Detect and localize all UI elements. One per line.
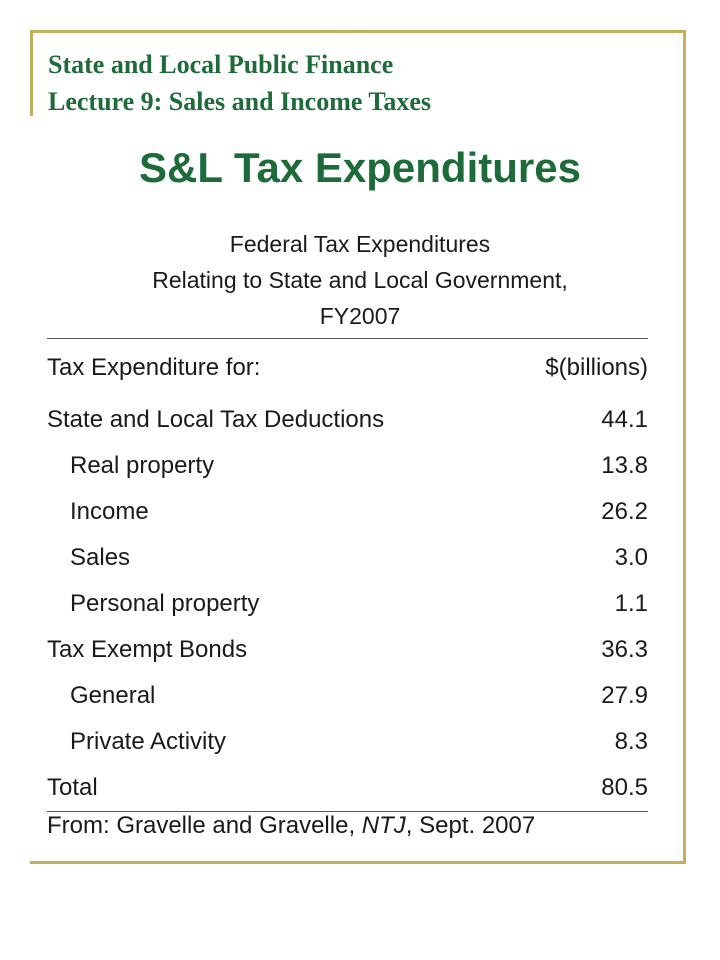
row-label: Income: [70, 498, 149, 525]
row-value: 1.1: [614, 590, 648, 617]
row-value: 80.5: [507, 765, 648, 812]
row-value: 8.3: [614, 728, 648, 755]
table-header-row: Tax Expenditure for: $(billions): [47, 338, 648, 397]
frame-right-rule: [683, 30, 686, 864]
row-label: Tax Exempt Bonds: [47, 636, 248, 663]
caption-line-1: Federal Tax Expenditures: [229, 231, 491, 257]
slide-title: S&L Tax Expenditures: [139, 144, 581, 191]
table-row: Income 26.2: [47, 489, 648, 535]
row-label: State and Local Tax Deductions: [47, 406, 385, 433]
table-caption: Federal Tax Expenditures Relating to Sta…: [40, 226, 680, 334]
slide-header: State and Local Public Finance Lecture 9…: [48, 46, 431, 120]
table-row: State and Local Tax Deductions 44.1: [47, 397, 648, 443]
source-suffix: , Sept. 2007: [405, 812, 536, 839]
row-value: 13.8: [601, 452, 648, 479]
source-prefix: From: Gravelle and Gravelle,: [47, 812, 362, 839]
table-row: General 27.9: [47, 673, 648, 719]
row-label: Total: [47, 765, 508, 812]
table-total-row: Total 80.5: [47, 765, 648, 812]
row-label: Personal property: [70, 590, 260, 617]
row-label: General: [70, 682, 156, 709]
row-value: 44.1: [601, 406, 648, 433]
frame-bottom-rule: [30, 861, 686, 864]
course-title: State and Local Public Finance: [48, 50, 394, 79]
row-label: Real property: [70, 452, 215, 479]
table-row: Sales 3.0: [47, 535, 648, 581]
table-row: Real property 13.8: [47, 443, 648, 489]
lecture-title: Lecture 9: Sales and Income Taxes: [48, 87, 432, 116]
table-row: Personal property 1.1: [47, 581, 648, 627]
frame-left-rule: [30, 30, 33, 116]
row-value: 36.3: [601, 636, 648, 663]
row-label: Private Activity: [70, 728, 227, 755]
tax-expenditure-table: Tax Expenditure for: $(billions) State a…: [47, 338, 648, 812]
frame-top-rule: [30, 30, 686, 33]
header-value: $(billions): [507, 338, 648, 397]
table-row: Private Activity 8.3: [47, 719, 648, 765]
caption-line-3: FY2007: [319, 303, 401, 329]
caption-line-2: Relating to State and Local Government,: [152, 267, 568, 293]
row-label: Sales: [70, 544, 131, 571]
source-journal: NTJ: [361, 812, 406, 839]
header-label: Tax Expenditure for:: [47, 338, 508, 397]
row-value: 27.9: [601, 682, 648, 709]
row-value: 26.2: [601, 498, 648, 525]
source-note: From: Gravelle and Gravelle, NTJ, Sept. …: [47, 812, 535, 840]
row-value: 3.0: [614, 544, 648, 571]
table-row: Tax Exempt Bonds 36.3: [47, 627, 648, 673]
